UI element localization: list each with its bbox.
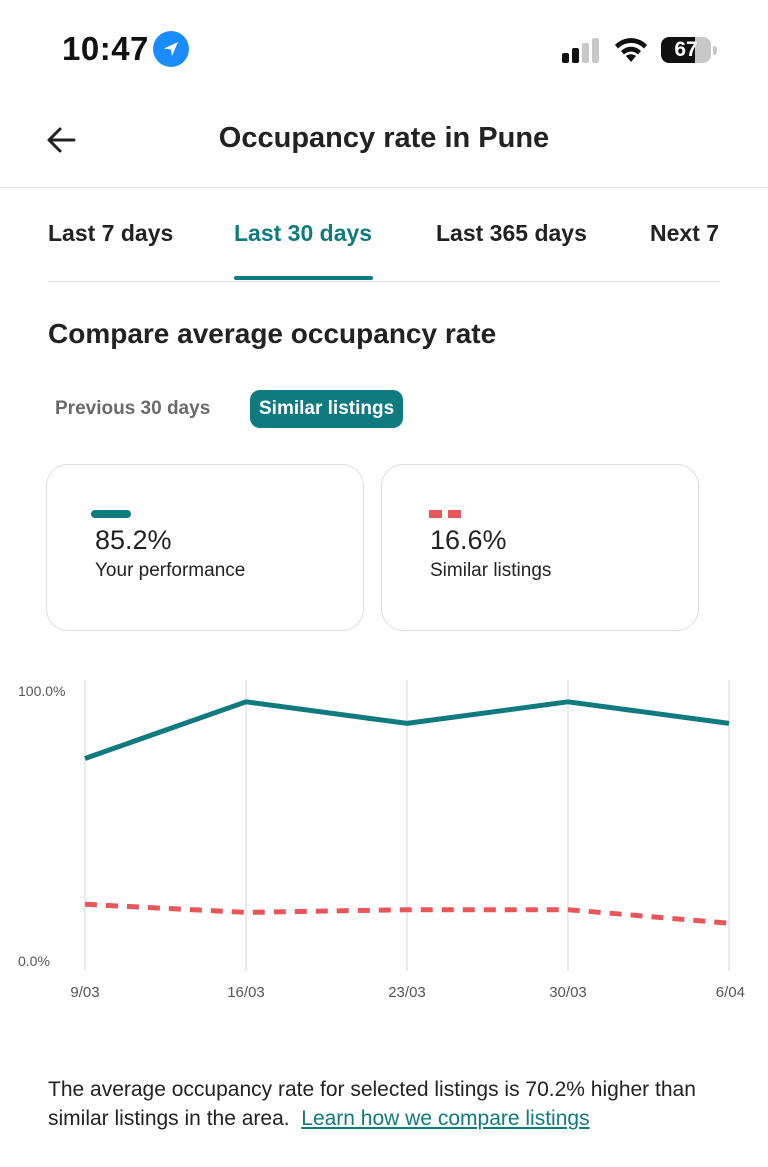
y-tick-label: 100.0% (18, 683, 65, 699)
dashed-line-legend-icon (429, 510, 461, 518)
back-button[interactable] (38, 118, 86, 162)
tab-last-7-days[interactable]: Last 7 days (48, 220, 174, 246)
status-time: 10:47 (62, 30, 149, 67)
your-performance-label: Your performance (95, 560, 246, 581)
arrow-left-icon (47, 127, 76, 153)
x-tick-label: 30/03 (549, 984, 587, 1001)
status-bar: 10:47 67 (0, 0, 768, 100)
similar-listings-value: 16.6% (430, 525, 507, 555)
x-tick-label: 16/03 (227, 984, 265, 1001)
x-tick-label: 23/03 (388, 984, 426, 1001)
location-arrow-icon (153, 31, 189, 67)
section-title: Compare average occupancy rate (48, 318, 497, 349)
y-tick-label: 0.0% (18, 953, 50, 969)
toggle-previous-30-days[interactable]: Previous 30 days (55, 398, 211, 419)
summary-sentence: The average occupancy rate for selected … (48, 1078, 696, 1130)
occupancy-chart: 100.0% 0.0% 9/03 16/03 23/03 30/03 6/04 (0, 670, 768, 1010)
period-tabs: Last 7 days Last 30 days Last 365 days N… (48, 188, 720, 282)
similar-listings-card: 16.6% Similar listings (381, 464, 699, 631)
page-title: Occupancy rate in Pune (218, 122, 550, 154)
your-performance-card: 85.2% Your performance (46, 464, 364, 631)
header: Occupancy rate in Pune (0, 100, 768, 188)
tab-next-7[interactable]: Next 7 (650, 220, 720, 246)
learn-how-we-compare-link[interactable]: Learn how we compare listings (301, 1107, 590, 1130)
tab-last-365-days[interactable]: Last 365 days (436, 220, 587, 246)
wifi-icon (615, 38, 647, 62)
cellular-signal-icon (562, 38, 599, 63)
battery-icon: 67 (661, 37, 717, 63)
x-tick-label: 6/04 (716, 984, 745, 1001)
x-tick-label: 9/03 (70, 984, 99, 1001)
solid-line-legend-icon (91, 510, 131, 518)
active-tab-indicator (234, 276, 373, 280)
summary-text: The average occupancy rate for selected … (48, 1075, 728, 1133)
toggle-similar-listings[interactable]: Similar listings (250, 390, 404, 428)
tab-last-30-days[interactable]: Last 30 days (234, 220, 373, 246)
battery-percentage: 67 (674, 38, 698, 61)
your-performance-value: 85.2% (95, 525, 172, 555)
occupancy-line-chart: 100.0% 0.0% 9/03 16/03 23/03 30/03 6/04 (18, 680, 745, 1001)
similar-listings-label: Similar listings (430, 560, 552, 581)
